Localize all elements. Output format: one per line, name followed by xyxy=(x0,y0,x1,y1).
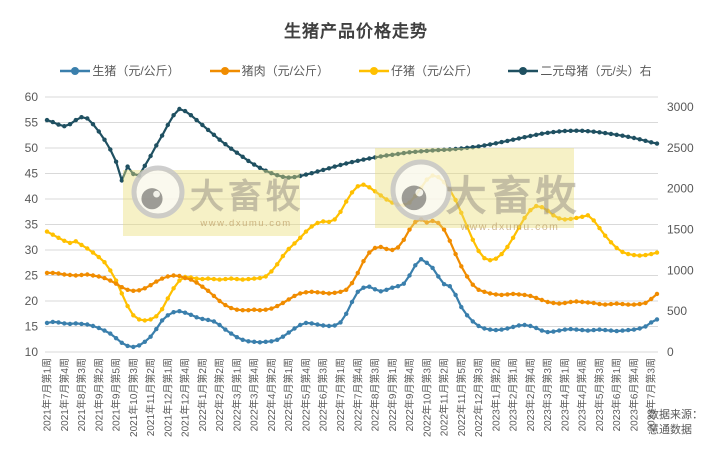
svg-text:2500: 2500 xyxy=(667,141,694,155)
data-source-value: 慧通数据 xyxy=(648,424,692,436)
svg-text:2022年5月第1周: 2022年5月第1周 xyxy=(282,358,295,431)
legend-label: 二元母猪（元/头）右 xyxy=(540,64,652,78)
svg-text:2022年5月第4周: 2022年5月第4周 xyxy=(299,358,312,431)
svg-text:2023年7月第3周: 2023年7月第3周 xyxy=(645,358,658,431)
series-1 xyxy=(44,217,660,313)
svg-text:2022年9月第4周: 2022年9月第4周 xyxy=(403,358,416,431)
svg-text:2022年11月第2周: 2022年11月第2周 xyxy=(438,358,451,436)
watermark-eye-icon xyxy=(131,165,185,219)
svg-text:2022年11月第5周: 2022年11月第5周 xyxy=(455,358,468,436)
legend-item-1[interactable]: 猪肉（元/公斤） xyxy=(209,62,329,79)
svg-text:2023年4月第4周: 2023年4月第4周 xyxy=(576,358,589,431)
svg-text:45: 45 xyxy=(25,167,39,181)
svg-text:60: 60 xyxy=(25,90,39,104)
svg-text:2023年4月第1周: 2023年4月第1周 xyxy=(558,358,571,431)
legend-marker-icon xyxy=(359,66,389,75)
svg-text:2023年6月第1周: 2023年6月第1周 xyxy=(610,358,623,431)
svg-text:2022年1月第2周: 2022年1月第2周 xyxy=(196,358,209,431)
svg-text:20: 20 xyxy=(25,294,39,308)
svg-text:1500: 1500 xyxy=(667,223,694,237)
svg-text:大畜牧: 大畜牧 xyxy=(190,177,304,216)
watermark-1: 大畜牧 www.dxumu.com xyxy=(375,148,581,233)
data-source-label: 数据来源： xyxy=(648,409,703,421)
svg-text:0: 0 xyxy=(667,345,674,359)
svg-text:大畜牧: 大畜牧 xyxy=(446,173,581,219)
svg-text:2023年3月第3周: 2023年3月第3周 xyxy=(541,358,554,431)
svg-text:35: 35 xyxy=(25,218,39,232)
svg-text:55: 55 xyxy=(25,116,39,130)
svg-text:2021年11月第2周: 2021年11月第2周 xyxy=(144,358,157,436)
svg-text:15: 15 xyxy=(25,320,39,334)
series-3 xyxy=(44,106,660,183)
legend-label: 生猪（元/公斤） xyxy=(92,64,180,78)
svg-text:10: 10 xyxy=(25,345,39,359)
watermark-0: 大畜牧 www.dxumu.com xyxy=(123,165,304,236)
svg-text:1000: 1000 xyxy=(667,263,694,277)
chart-legend: 生猪（元/公斤） 猪肉（元/公斤） 仔猪（元/公斤） 二元母猪（元/头）右 xyxy=(0,62,712,79)
legend-label: 猪肉（元/公斤） xyxy=(241,64,329,78)
svg-text:50: 50 xyxy=(25,141,39,155)
svg-text:2021年12月第4周: 2021年12月第4周 xyxy=(179,358,192,437)
legend-item-2[interactable]: 仔猪（元/公斤） xyxy=(359,62,478,79)
watermark-eye-icon xyxy=(390,159,452,221)
legend-marker-icon xyxy=(508,66,539,75)
data-source-note: 数据来源： 慧通数据 xyxy=(648,408,703,438)
svg-text:2022年7月第1周: 2022年7月第1周 xyxy=(334,358,347,431)
svg-text:2022年10月第3周: 2022年10月第3周 xyxy=(420,358,433,437)
svg-text:25: 25 xyxy=(25,269,39,283)
svg-text:2023年2月第1周: 2023年2月第1周 xyxy=(507,358,520,431)
svg-text:www.dxumu.com: www.dxumu.com xyxy=(460,221,560,233)
svg-text:2023年1月第2周: 2023年1月第2周 xyxy=(489,358,502,431)
legend-marker-icon xyxy=(60,66,91,75)
svg-text:www.dxumu.com: www.dxumu.com xyxy=(199,218,291,229)
right-axis-labels: 0 500 1000 1500 2000 2500 3000 xyxy=(667,100,694,359)
svg-text:500: 500 xyxy=(667,304,687,318)
svg-text:40: 40 xyxy=(25,192,39,206)
svg-text:2023年5月第3周: 2023年5月第3周 xyxy=(593,358,606,431)
svg-text:2000: 2000 xyxy=(667,182,694,196)
svg-text:2022年7月第4周: 2022年7月第4周 xyxy=(351,358,364,431)
svg-text:2021年7月第4周: 2021年7月第4周 xyxy=(58,358,71,431)
x-axis-labels: 2021年7月第1周 2021年7月第4周 2021年8月第3周 2021年9月第2周… xyxy=(41,358,658,437)
svg-text:2023年2月第4周: 2023年2月第4周 xyxy=(524,358,537,431)
legend-marker-icon xyxy=(209,66,240,75)
svg-text:2022年8月第3周: 2022年8月第3周 xyxy=(369,358,382,431)
svg-text:2022年4月第2周: 2022年4月第2周 xyxy=(265,358,278,431)
svg-text:2023年6月第4周: 2023年6月第4周 xyxy=(627,358,640,431)
left-axis-labels: 10 15 20 25 30 35 40 45 50 55 60 xyxy=(25,90,39,359)
svg-text:2021年7月第1周: 2021年7月第1周 xyxy=(41,358,54,431)
svg-text:30: 30 xyxy=(25,243,39,257)
svg-text:2021年8月第3周: 2021年8月第3周 xyxy=(75,358,88,431)
svg-text:3000: 3000 xyxy=(667,100,694,114)
chart-title: 生猪产品价格走势 xyxy=(284,22,428,41)
svg-text:2021年10月第3周: 2021年10月第3周 xyxy=(127,358,140,437)
svg-text:2022年12月第3周: 2022年12月第3周 xyxy=(472,358,485,437)
svg-text:2022年3月第1周: 2022年3月第1周 xyxy=(230,358,243,431)
legend-item-0[interactable]: 生猪（元/公斤） xyxy=(60,62,180,79)
series-2 xyxy=(44,173,660,323)
svg-text:2021年12月第1周: 2021年12月第1周 xyxy=(161,358,174,437)
legend-item-3[interactable]: 二元母猪（元/头）右 xyxy=(508,62,652,79)
svg-text:2022年3月第4周: 2022年3月第4周 xyxy=(248,358,261,431)
svg-text:2022年9月第1周: 2022年9月第1周 xyxy=(386,358,399,431)
svg-text:2021年9月第5周: 2021年9月第5周 xyxy=(110,358,123,431)
series-0 xyxy=(44,257,660,350)
svg-text:2022年2月第2周: 2022年2月第2周 xyxy=(213,358,226,431)
legend-label: 仔猪（元/公斤） xyxy=(391,64,479,78)
svg-text:2022年6月第3周: 2022年6月第3周 xyxy=(317,358,330,431)
svg-text:2021年9月第2周: 2021年9月第2周 xyxy=(92,358,105,431)
